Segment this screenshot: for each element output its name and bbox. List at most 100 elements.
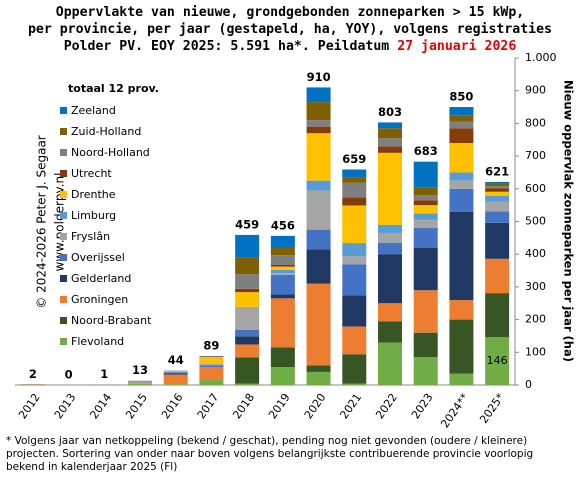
bar-segment [413,205,438,214]
bar-segment [342,295,367,327]
bar-segment [270,269,295,274]
bar-segment [306,249,331,284]
bar-segment [378,146,402,153]
x-tick-label: 2012 [16,391,43,421]
x-tick-label: 2025* [477,391,507,426]
bar-segment [413,200,438,206]
legend-swatch [60,191,67,198]
bar-segment [485,258,510,294]
bar-segment [449,121,474,129]
x-tick-label: 2018 [230,391,257,421]
legend-swatch [60,275,67,282]
legend-label: Fryslân [71,230,110,243]
chart-title: Oppervlakte van nieuwe, grondgebonden zo… [56,4,524,20]
bar-segment [270,367,295,385]
legend-swatch [60,338,67,345]
bar-segment [306,120,331,127]
bar-segment [449,188,474,212]
x-tick-label: 2022 [373,391,400,421]
bar-segment [342,197,367,206]
x-tick-label: 2017 [195,391,222,421]
bar-segment [485,181,510,184]
bar-segment [342,182,367,198]
y-tick-label: 1.000 [525,51,557,64]
bar-segment [449,115,474,122]
bar-segment [449,180,474,189]
bar-segment [235,288,260,293]
bar-segment [378,138,402,147]
x-tick-label: 2020 [302,391,329,421]
bar-segment [449,143,474,173]
total-label: 2 [29,367,37,381]
bar-segment [413,247,438,291]
bar-segment [199,355,224,358]
y-tick-label: 800 [525,116,546,129]
chart-title: per provincie, per jaar (gestapeld, ha, … [28,21,552,37]
total-label: 13 [132,363,148,377]
bar-segment [128,380,152,382]
bar-segment [485,201,510,212]
bar-segment [270,298,295,348]
legend-swatch [60,128,67,135]
bar-segment [163,384,188,385]
bar-segment [199,357,224,364]
bar-segment [342,383,367,385]
legend-swatch [60,233,67,240]
y-tick-label: 600 [525,182,546,195]
total-label: 659 [342,152,366,166]
bar-segment [306,190,331,230]
bar-segment [235,357,260,384]
y-tick-label: 100 [525,345,546,358]
total-label: 850 [449,90,473,104]
bar-segment [485,186,510,189]
x-tick-label: 2013 [52,391,79,421]
total-label: 44 [168,353,184,367]
footnote: * Volgens jaar van netkoppeling (bekend … [6,435,527,447]
bar-segment [163,374,188,385]
bar-segment [306,102,331,121]
bar-segment [413,219,438,229]
chart-title: Polder PV. EOY 2025: 5.591 ha*. Peildatu… [64,38,517,54]
legend-label: Groningen [71,293,128,306]
x-tick-label: 2024** [438,391,471,431]
y-axis-label: Nieuw oppervlak zonneparken per jaar (ha… [562,80,576,362]
total-label: 803 [378,105,402,119]
legend-swatch [60,107,67,114]
bar-segment [270,266,295,270]
bar-segment [128,381,152,384]
bar-segment [306,371,331,385]
legend-label: Gelderland [71,272,131,285]
bar-segment [306,365,331,372]
bar-segment [270,255,295,265]
bar-segment [485,222,510,259]
bar-segment [449,211,474,300]
legend-label: Limburg [71,209,116,222]
x-tick-label: 2015 [123,391,150,421]
total-label: 910 [307,70,331,84]
bar-segment [235,329,260,337]
chart-title: Polder PV. EOY 2025: 5.591 ha*. Peildatu… [64,38,390,54]
watermark: © 2024-2026 Peter J. Segaar [35,135,49,309]
bar-segment [449,373,474,385]
x-tick-label: 2023 [409,391,436,421]
bar-segment [342,264,367,296]
bar-segment [413,195,438,201]
y-tick-label: 400 [525,247,546,260]
bar-segment [342,243,367,257]
bar-segment [235,257,260,275]
chart-title-date: 27 januari 2026 [397,38,516,54]
bar-segment [163,373,188,375]
y-tick-label: 900 [525,84,546,97]
bar-segment [449,128,474,144]
bar-segment [378,122,402,129]
bar-segment [378,232,402,243]
bar-segment [306,126,331,134]
total-label: 456 [271,218,295,232]
bar-segment [378,321,402,343]
bar-segment [413,290,438,333]
bar-segment [270,347,295,368]
legend-label: Zeeland [71,104,116,117]
bar-segment [413,213,438,220]
x-tick-label: 2014 [87,391,114,421]
